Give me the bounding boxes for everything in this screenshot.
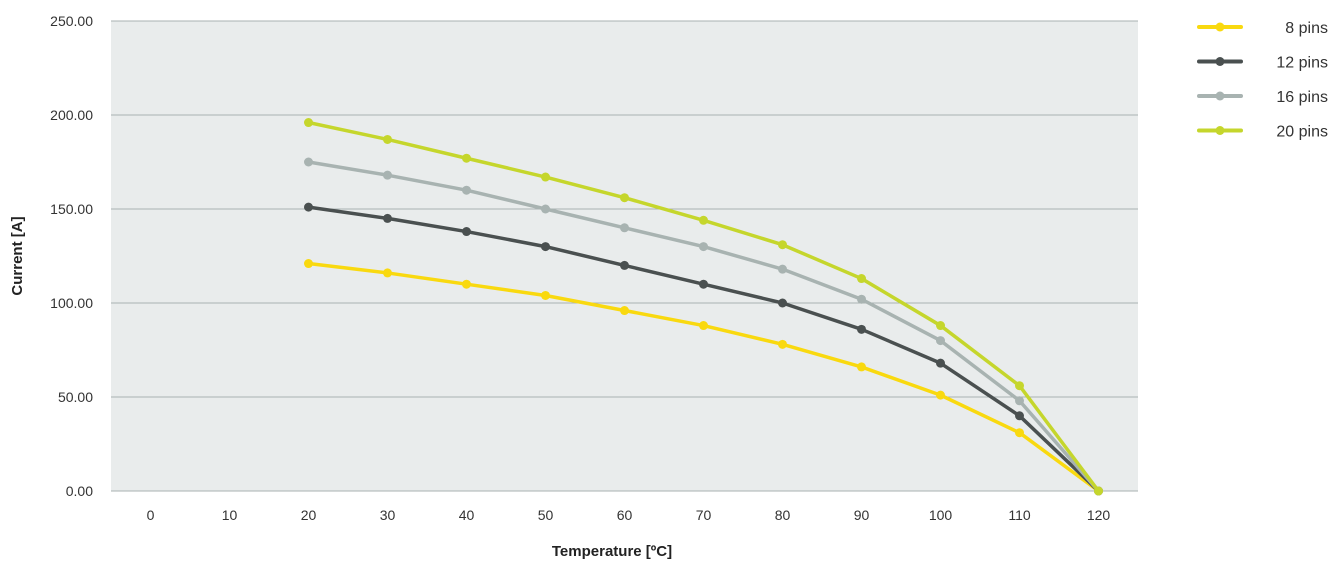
y-tick-label: 150.00 — [50, 201, 93, 217]
x-tick-label: 110 — [1008, 507, 1031, 523]
y-tick-label: 50.00 — [58, 389, 93, 405]
data-point-8-pins — [383, 268, 392, 278]
data-point-20-pins — [936, 321, 945, 331]
legend-swatch-marker — [1215, 57, 1225, 66]
data-point-12-pins — [541, 242, 550, 252]
data-point-8-pins — [620, 306, 629, 316]
data-point-12-pins — [462, 227, 471, 237]
data-point-12-pins — [699, 279, 708, 289]
y-tick-label: 0.00 — [66, 483, 93, 499]
legend-label: 16 pins — [1276, 89, 1328, 106]
data-point-20-pins — [778, 240, 787, 250]
data-point-12-pins — [304, 202, 313, 212]
data-point-20-pins — [620, 193, 629, 203]
series-20-pins — [304, 118, 1103, 496]
data-point-12-pins — [936, 358, 945, 368]
data-point-8-pins — [936, 390, 945, 400]
data-point-16-pins — [304, 157, 313, 167]
x-axis-ticks: 0 10 20 30 40 50 60 70 80 90 100 110 120 — [147, 507, 1111, 523]
data-point-16-pins — [620, 223, 629, 233]
x-tick-label: 40 — [459, 507, 475, 523]
data-point-8-pins — [778, 339, 787, 349]
data-point-20-pins — [541, 172, 550, 182]
data-point-20-pins — [699, 215, 708, 225]
legend-item-16-pins: 16 pins — [1197, 89, 1328, 106]
y-axis-ticks: 0.00 50.00 100.00 150.00 200.00 250.00 — [50, 13, 93, 499]
x-axis-title: Temperature [ºC] — [552, 543, 672, 560]
legend-label: 20 pins — [1276, 124, 1328, 141]
x-tick-label: 90 — [854, 507, 870, 523]
data-point-8-pins — [304, 259, 313, 269]
y-tick-label: 100.00 — [50, 295, 93, 311]
data-point-8-pins — [857, 362, 866, 372]
data-point-16-pins — [383, 170, 392, 180]
data-point-20-pins — [857, 274, 866, 284]
data-point-20-pins — [304, 118, 313, 128]
data-point-12-pins — [383, 213, 392, 223]
legend-swatch-marker — [1215, 91, 1225, 101]
legend-item-12-pins: 12 pins — [1197, 55, 1328, 72]
grid-lines — [111, 20, 1138, 492]
series-16-pins — [304, 157, 1103, 496]
legend-label: 12 pins — [1276, 55, 1328, 72]
data-point-20-pins — [1094, 486, 1103, 496]
x-tick-label: 50 — [538, 507, 554, 523]
legend-item-8-pins: 8 pins — [1197, 20, 1328, 37]
data-point-16-pins — [541, 204, 550, 214]
y-tick-label: 200.00 — [50, 107, 93, 123]
data-point-20-pins — [462, 153, 471, 163]
y-tick-label: 250.00 — [50, 13, 93, 29]
data-point-16-pins — [699, 242, 708, 252]
legend-swatch-marker — [1215, 22, 1225, 32]
data-point-16-pins — [1015, 396, 1024, 406]
data-point-8-pins — [1015, 428, 1024, 438]
legend-swatch-marker — [1215, 126, 1225, 135]
x-tick-label: 100 — [929, 507, 953, 523]
data-point-12-pins — [620, 260, 629, 270]
data-point-20-pins — [383, 134, 392, 144]
data-point-12-pins — [857, 324, 866, 334]
data-point-12-pins — [1015, 411, 1024, 421]
data-point-16-pins — [936, 336, 945, 346]
series-lines — [304, 118, 1103, 496]
x-tick-label: 30 — [380, 507, 396, 523]
data-point-8-pins — [462, 279, 471, 289]
data-point-12-pins — [778, 298, 787, 308]
legend-item-20-pins: 20 pins — [1197, 124, 1328, 141]
x-tick-label: 20 — [301, 507, 317, 523]
x-tick-label: 80 — [775, 507, 791, 523]
x-tick-label: 60 — [617, 507, 633, 523]
legend: 8 pins 12 pins 16 pins 20 pins — [1197, 20, 1328, 141]
data-point-20-pins — [1015, 381, 1024, 391]
data-point-8-pins — [541, 290, 550, 300]
data-point-8-pins — [699, 321, 708, 331]
x-tick-label: 120 — [1087, 507, 1111, 523]
x-tick-label: 70 — [696, 507, 712, 523]
data-point-16-pins — [462, 185, 471, 195]
legend-label: 8 pins — [1285, 20, 1328, 37]
data-point-16-pins — [857, 294, 866, 304]
data-point-16-pins — [778, 264, 787, 274]
y-axis-title: Current [A] — [9, 216, 26, 295]
x-tick-label: 10 — [222, 507, 238, 523]
series-12-pins — [304, 202, 1103, 496]
x-tick-label: 0 — [147, 507, 155, 523]
plot-area — [111, 21, 1138, 491]
